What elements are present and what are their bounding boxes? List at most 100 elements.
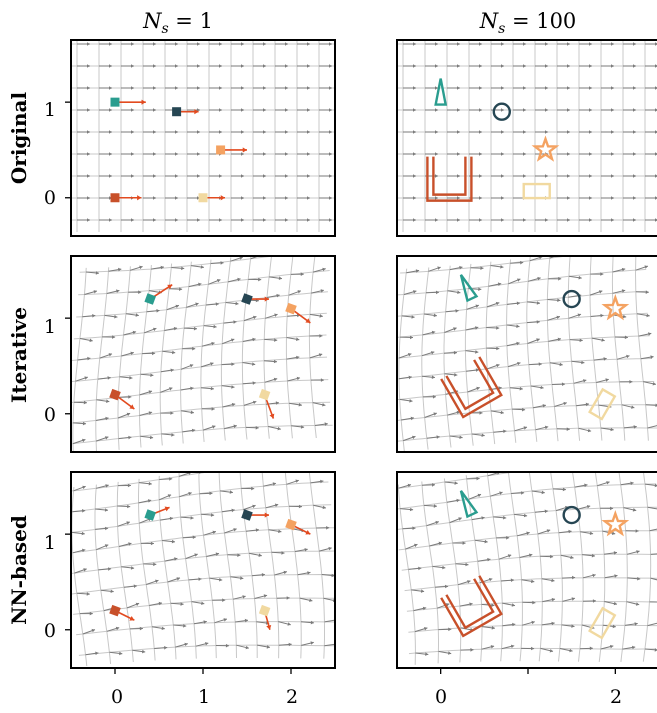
field-arrow — [623, 152, 636, 156]
field-arrow — [321, 573, 335, 578]
field-arrow — [596, 378, 609, 383]
field-arrow — [403, 174, 416, 178]
field-arrow — [557, 218, 570, 222]
field-arrow — [522, 620, 535, 626]
field-arrow — [165, 174, 178, 178]
field-arrow — [77, 356, 91, 361]
field-arrow — [447, 86, 460, 90]
field-arrow — [165, 64, 178, 68]
field-arrow — [540, 647, 554, 653]
field-arrow — [99, 42, 112, 46]
field-arrow — [117, 483, 131, 488]
field-arrow — [612, 267, 626, 273]
data-point-orange — [285, 518, 311, 535]
field-arrow — [604, 574, 618, 579]
grid-line-horizontal — [71, 401, 331, 424]
data-point-teal — [110, 97, 146, 107]
field-arrow — [601, 152, 614, 156]
field-arrow — [413, 606, 427, 612]
grid-line-vertical — [546, 256, 559, 442]
field-arrow — [140, 373, 154, 377]
field-arrow — [590, 313, 604, 318]
field-arrow — [447, 130, 460, 134]
field-arrow — [579, 152, 592, 156]
field-arrow — [491, 42, 504, 46]
field-arrow — [106, 626, 120, 632]
field-arrow — [245, 426, 259, 430]
field-arrow — [601, 196, 614, 200]
field-arrow — [243, 504, 256, 511]
shape-star — [601, 293, 630, 321]
field-arrow — [645, 130, 657, 134]
star-outline — [531, 135, 560, 162]
field-arrow — [297, 42, 310, 46]
y-tick-label-nn-0: 0 — [44, 620, 56, 642]
field-arrow — [125, 313, 139, 317]
field-arrow — [319, 42, 332, 46]
field-arrow — [253, 174, 266, 178]
field-arrow — [601, 130, 614, 134]
field-arrow — [642, 457, 655, 461]
field-arrow — [590, 272, 604, 276]
field-arrow — [535, 64, 548, 68]
displacement-arrow-head — [167, 284, 173, 290]
field-arrow — [264, 377, 278, 383]
field-arrow — [169, 287, 183, 291]
field-arrow — [533, 404, 546, 409]
field-arrow — [129, 265, 143, 271]
field-arrow — [513, 108, 526, 112]
field-arrow — [470, 266, 484, 270]
field-arrow — [175, 642, 188, 648]
panel-plot-area — [71, 256, 333, 452]
point-marker — [109, 388, 121, 401]
field-arrow — [403, 64, 416, 68]
field-arrow — [253, 218, 266, 222]
field-arrow — [208, 279, 221, 285]
field-arrow — [425, 86, 438, 90]
field-arrow — [577, 505, 591, 510]
grid-line-vertical — [241, 256, 252, 440]
field-arrow — [490, 491, 503, 497]
grid-line-vertical — [285, 256, 294, 439]
field-arrow — [143, 42, 156, 46]
field-arrow — [650, 577, 657, 581]
field-arrow — [569, 338, 583, 343]
field-arrow — [104, 314, 118, 319]
field-arrow — [275, 218, 288, 222]
grid-line-vertical — [594, 472, 606, 662]
circle-outline — [562, 505, 581, 525]
grid-line-vertical — [180, 261, 192, 444]
field-arrow — [626, 550, 640, 555]
field-arrow — [309, 313, 323, 318]
field-arrow — [222, 402, 236, 408]
field-arrow — [402, 526, 416, 530]
field-arrow — [299, 597, 313, 602]
field-arrow — [182, 428, 196, 433]
field-arrow — [502, 602, 516, 607]
field-arrow — [425, 152, 438, 156]
field-arrow — [77, 64, 90, 68]
field-arrow — [601, 86, 614, 90]
field-arrow — [160, 387, 173, 393]
field-arrow — [438, 627, 452, 632]
displacement-arrow-head — [164, 506, 170, 512]
field-arrow — [425, 130, 438, 134]
field-arrow — [540, 554, 554, 559]
field-arrow — [488, 282, 502, 287]
grid-line-horizontal — [78, 270, 330, 296]
field-arrow — [297, 218, 310, 222]
field-arrow — [490, 410, 504, 415]
field-arrow — [266, 293, 280, 298]
grid-line-vertical — [138, 478, 156, 661]
grid-line-vertical — [572, 472, 584, 662]
field-arrow — [490, 265, 504, 269]
field-arrow — [99, 130, 112, 134]
u-shape-inner — [445, 359, 495, 411]
x-tick-label-left-1: 1 — [198, 686, 210, 708]
field-arrow — [601, 108, 614, 112]
panel-nn-ns1 — [65, 471, 336, 674]
field-arrow — [264, 338, 278, 342]
field-arrow — [623, 174, 636, 178]
field-arrow — [102, 335, 116, 339]
field-arrow — [403, 196, 416, 200]
